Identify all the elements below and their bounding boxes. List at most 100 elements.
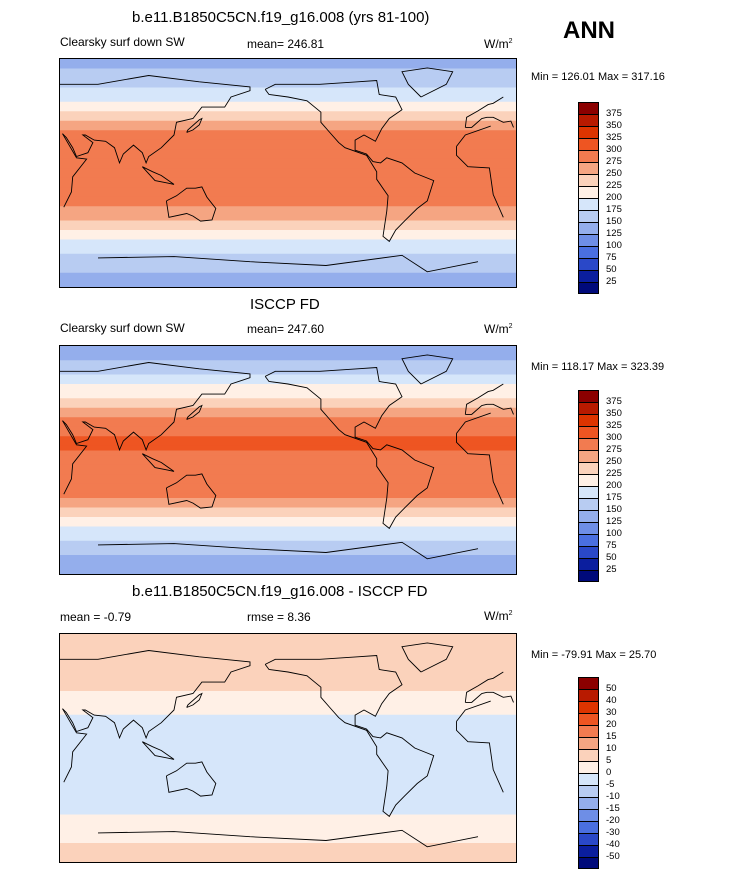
colorbar-swatch — [578, 150, 599, 162]
map-latitude-band — [60, 667, 516, 673]
map-latitude-band — [60, 130, 516, 136]
colorbar-tick-label: 225 — [606, 180, 622, 191]
map-latitude-band — [60, 681, 516, 687]
panel3-minmax: Min = -79.91 Max = 25.70 — [531, 649, 657, 661]
colorbar-tick-label: 150 — [606, 504, 622, 515]
coastline — [97, 541, 479, 560]
map-latitude-band — [60, 244, 516, 250]
map-latitude-band — [60, 521, 516, 527]
colorbar-swatch — [578, 737, 599, 749]
map-latitude-band — [60, 272, 516, 278]
map-latitude-band — [60, 450, 516, 456]
coastline — [401, 67, 454, 98]
coastline — [401, 642, 454, 673]
map-latitude-band — [60, 87, 516, 93]
map-latitude-band — [60, 545, 516, 551]
map-latitude-band — [60, 719, 516, 725]
colorbar-tick-label: 250 — [606, 168, 622, 179]
colorbar-swatch — [578, 845, 599, 857]
map-latitude-band — [60, 196, 516, 202]
colorbar-swatch — [578, 210, 599, 222]
colorbar-swatch — [578, 797, 599, 809]
map-latitude-band — [60, 412, 516, 418]
map-latitude-band — [60, 657, 516, 663]
map-latitude-band — [60, 781, 516, 787]
map-latitude-band — [60, 752, 516, 758]
map-latitude-band — [60, 662, 516, 668]
coastline — [141, 453, 175, 472]
coastline — [60, 75, 514, 165]
map-latitude-band — [60, 691, 516, 697]
map-latitude-band — [60, 431, 516, 437]
map-latitude-band — [60, 277, 516, 283]
map-latitude-band — [60, 211, 516, 217]
colorbar-swatch — [578, 773, 599, 785]
colorbar-tick-label: 375 — [606, 108, 622, 119]
map-latitude-band — [60, 700, 516, 706]
coastline — [97, 829, 479, 848]
map-latitude-band — [60, 833, 516, 839]
map-latitude-band — [60, 82, 516, 88]
map-latitude-band — [60, 426, 516, 432]
colorbar-tick-label: 175 — [606, 492, 622, 503]
colorbar-swatch — [578, 138, 599, 150]
map-latitude-band — [60, 360, 516, 366]
coastline — [165, 473, 217, 509]
colorbar-swatch — [578, 522, 599, 534]
map-latitude-band — [60, 724, 516, 730]
panel2-mean-label: mean= 247.60 — [247, 322, 325, 336]
colorbar-swatch — [578, 534, 599, 546]
map-latitude-band — [60, 384, 516, 390]
map-latitude-band — [60, 805, 516, 811]
map-latitude-band — [60, 173, 516, 179]
map-latitude-band — [60, 843, 516, 849]
map-latitude-band — [60, 230, 516, 236]
coastline — [401, 354, 454, 385]
map-latitude-band — [60, 857, 516, 862]
map-latitude-band — [60, 249, 516, 255]
map-latitude-band — [60, 220, 516, 226]
colorbar-swatch — [578, 785, 599, 797]
colorbar-tick-label: 30 — [606, 707, 617, 718]
map-latitude-band — [60, 555, 516, 561]
colorbar-swatch — [578, 438, 599, 450]
map-latitude-band — [60, 531, 516, 537]
map-latitude-band — [60, 776, 516, 782]
colorbar-swatch — [578, 821, 599, 833]
colorbar-tick-label: -40 — [606, 839, 620, 850]
map-latitude-band — [60, 824, 516, 830]
colorbar-swatch — [578, 426, 599, 438]
map-latitude-band — [60, 847, 516, 853]
map-latitude-band — [60, 507, 516, 513]
map-latitude-band — [60, 422, 516, 428]
map-latitude-band — [60, 182, 516, 188]
coastline — [186, 692, 203, 708]
colorbar-swatch — [578, 713, 599, 725]
colorbar-tick-label: -50 — [606, 851, 620, 862]
map-latitude-band — [60, 814, 516, 820]
colorbar-swatch — [578, 558, 599, 570]
map-latitude-band — [60, 215, 516, 221]
map-latitude-band — [60, 517, 516, 523]
colorbar-tick-label: 100 — [606, 528, 622, 539]
colorbar-tick-label: 50 — [606, 683, 617, 694]
map-latitude-band — [60, 852, 516, 858]
colorbar-swatch — [578, 474, 599, 486]
map-latitude-band — [60, 154, 516, 160]
colorbar-swatch — [578, 198, 599, 210]
colorbar-swatch — [578, 222, 599, 234]
panel1-map-svg — [60, 59, 516, 287]
colorbar-swatch — [578, 102, 599, 114]
colorbar-tick-label: 350 — [606, 120, 622, 131]
colorbar-tick-label: -15 — [606, 803, 620, 814]
colorbar-tick-label: 40 — [606, 695, 617, 706]
colorbar-tick-label: 250 — [606, 456, 622, 467]
map-latitude-band — [60, 177, 516, 183]
map-latitude-band — [60, 786, 516, 792]
panel1-minmax: Min = 126.01 Max = 317.16 — [531, 71, 665, 83]
panel2-map — [59, 345, 517, 575]
map-latitude-band — [60, 559, 516, 565]
colorbar-swatch — [578, 570, 599, 582]
map-latitude-band — [60, 705, 516, 711]
colorbar-tick-label: -5 — [606, 779, 615, 790]
